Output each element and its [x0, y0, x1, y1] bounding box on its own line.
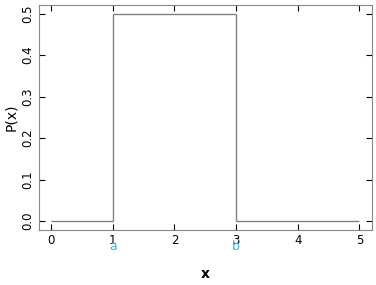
Text: b: b	[232, 240, 240, 253]
Y-axis label: P(x): P(x)	[4, 104, 18, 131]
X-axis label: x: x	[201, 267, 210, 281]
Text: a: a	[109, 240, 117, 253]
